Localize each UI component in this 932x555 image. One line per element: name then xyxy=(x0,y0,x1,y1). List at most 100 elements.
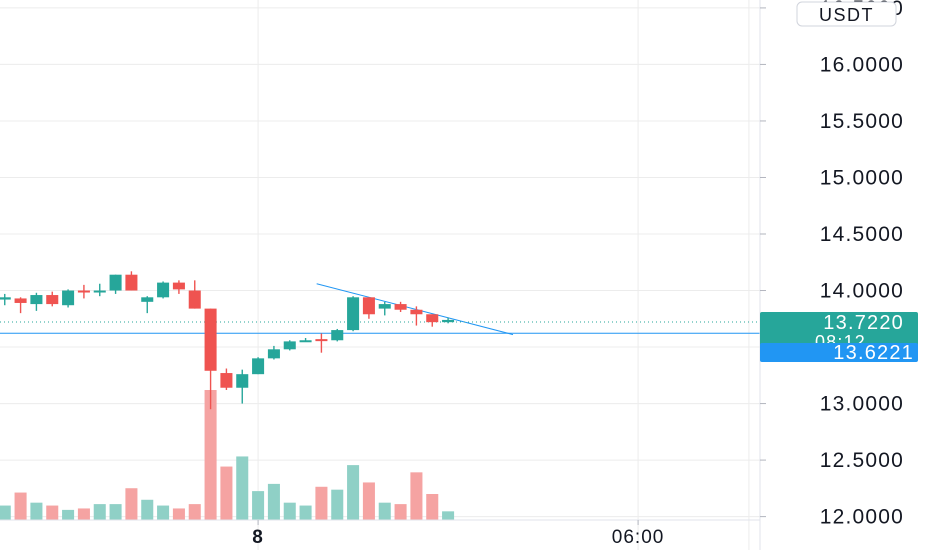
candle[interactable] xyxy=(394,301,407,312)
volume-bar xyxy=(347,465,360,520)
price-axis-background xyxy=(760,0,932,550)
candle-body xyxy=(362,297,375,315)
volume-bar xyxy=(378,502,391,520)
currency-label-box xyxy=(796,1,897,27)
candle[interactable] xyxy=(426,314,439,327)
candles-layer xyxy=(0,271,455,410)
candle-body xyxy=(125,274,138,291)
volume-bar xyxy=(62,509,75,520)
volume-bar xyxy=(236,456,249,520)
candle[interactable] xyxy=(125,271,138,291)
volume-bar xyxy=(362,482,375,520)
volume-bar xyxy=(30,502,43,520)
volume-bar xyxy=(109,504,122,520)
candle-body xyxy=(410,309,423,315)
candle-body xyxy=(77,290,90,293)
volume-bar xyxy=(267,483,280,520)
candle[interactable] xyxy=(220,368,233,390)
candle[interactable] xyxy=(62,289,75,308)
candle[interactable] xyxy=(410,306,423,326)
price-tick-label: 15.0000 xyxy=(820,166,904,189)
price-tick-label: 14.0000 xyxy=(820,280,904,303)
candle-body xyxy=(378,304,391,309)
horizontal-line-badge-bg xyxy=(760,343,918,362)
volume-bar xyxy=(410,472,423,520)
volume-bar xyxy=(331,489,344,520)
currency-label[interactable]: USDT xyxy=(796,1,897,27)
candle[interactable] xyxy=(109,274,122,294)
candle[interactable] xyxy=(157,281,170,299)
volume-bar xyxy=(252,491,265,520)
candle[interactable] xyxy=(77,284,90,299)
candle[interactable] xyxy=(362,297,375,319)
time-tick-label: 06:00 xyxy=(612,527,665,548)
volume-bar xyxy=(0,505,11,520)
currency-label-text: USDT xyxy=(819,5,874,25)
candle-body xyxy=(93,290,106,293)
candle-body xyxy=(220,373,233,388)
volume-layer xyxy=(0,390,455,520)
candle[interactable] xyxy=(267,345,280,360)
volume-bar xyxy=(14,492,27,520)
candle[interactable] xyxy=(283,340,296,351)
time-tick-label: 8 xyxy=(252,527,264,548)
price-tick-label: 15.5000 xyxy=(820,110,904,133)
volume-bar xyxy=(394,504,407,520)
horizontal-line-badge: 13.6221 xyxy=(760,342,918,364)
candle[interactable] xyxy=(331,328,344,342)
candle-body xyxy=(283,341,296,350)
volume-bar xyxy=(299,505,312,520)
price-tick-label: 13.0000 xyxy=(820,393,904,416)
candle[interactable] xyxy=(188,280,201,309)
trendline-drawing[interactable] xyxy=(316,283,514,336)
volume-bar xyxy=(220,466,233,520)
candle[interactable] xyxy=(299,338,312,343)
candle[interactable] xyxy=(0,293,11,306)
candle[interactable] xyxy=(141,296,154,314)
candle[interactable] xyxy=(252,357,265,375)
candle-body xyxy=(14,298,27,303)
price-tick-label: 16.0000 xyxy=(820,53,904,76)
price-tick-label: 12.5000 xyxy=(820,449,904,472)
last-price-badge-bg xyxy=(760,311,918,352)
candle-body xyxy=(236,374,249,388)
price-axis[interactable]: 16.500016.000015.500015.000014.500014.00… xyxy=(759,0,932,550)
candle-body xyxy=(426,314,439,323)
candle-body xyxy=(141,297,154,302)
price-tick-label: 14.5000 xyxy=(820,223,904,246)
candle[interactable] xyxy=(378,301,391,316)
candle-body xyxy=(157,282,170,298)
candle[interactable] xyxy=(204,308,217,410)
candle[interactable] xyxy=(14,297,27,314)
volume-bar xyxy=(315,486,328,520)
candle[interactable] xyxy=(315,333,328,353)
candle[interactable] xyxy=(172,280,185,294)
candle-body xyxy=(46,295,59,305)
last-price-value: 13.7220 xyxy=(823,312,904,334)
candle-body xyxy=(30,295,43,305)
volume-bar xyxy=(172,508,185,520)
horizontal-line-price: 13.6221 xyxy=(833,342,914,364)
volume-bar xyxy=(125,488,138,520)
candle-body xyxy=(442,319,455,323)
candle-body xyxy=(394,304,407,310)
candle[interactable] xyxy=(46,291,59,307)
volume-bar xyxy=(46,505,59,520)
volume-bar xyxy=(426,494,439,520)
candle[interactable] xyxy=(442,317,455,324)
candle[interactable] xyxy=(236,369,249,404)
candle[interactable] xyxy=(93,283,106,297)
volume-bar xyxy=(93,504,106,520)
candle-body xyxy=(331,330,344,341)
candle-body xyxy=(204,308,217,371)
candle[interactable] xyxy=(347,296,360,332)
time-axis[interactable]: 8 06:00 xyxy=(0,519,760,548)
candle[interactable] xyxy=(30,292,43,311)
candle-body xyxy=(62,290,75,306)
drawings-layer xyxy=(0,283,760,336)
price-tick-label: 12.0000 xyxy=(820,506,904,529)
candle-body xyxy=(0,297,11,300)
